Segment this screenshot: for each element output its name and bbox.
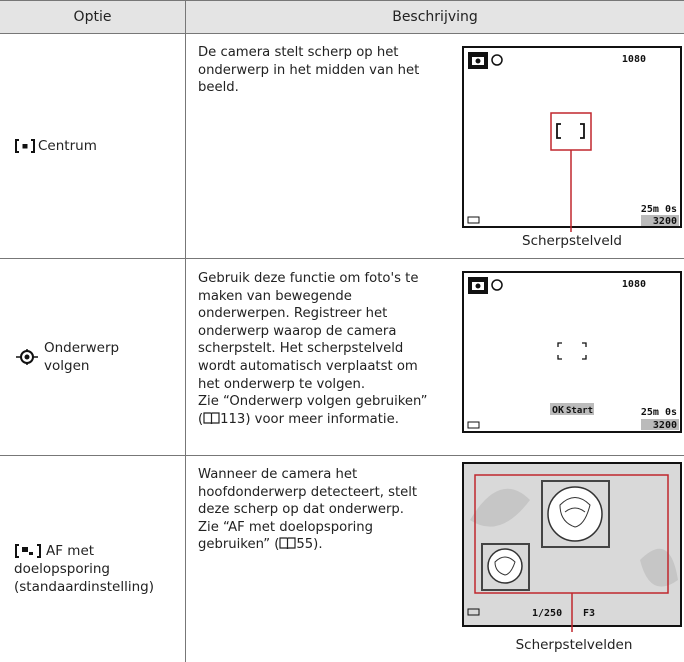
- screen-text: Start: [566, 406, 593, 416]
- option-label: Onderwerp: [44, 340, 120, 356]
- description: Gebruik deze functie om foto's te maken v…: [198, 270, 460, 428]
- description: Wanneer de camera het hoofdonderwerp dete…: [198, 466, 460, 554]
- screen-text: 25m 0s: [641, 407, 677, 418]
- target-af-icon: [15, 544, 41, 558]
- description-line: gebruiken” ( 55).: [198, 536, 460, 554]
- area-icon: [15, 138, 35, 153]
- rule: [0, 258, 684, 259]
- description-line: (113) voor meer informatie.: [198, 411, 460, 429]
- book-icon: [279, 537, 296, 550]
- screen-text: 3200: [653, 420, 677, 431]
- screen-text: 1080: [622, 54, 646, 65]
- description-line: beeld.: [198, 80, 239, 96]
- camera-screen: [462, 271, 682, 433]
- header-cell: Optie: [0, 0, 185, 33]
- screen-text: F3: [583, 608, 595, 619]
- description-line: deze scherp op dat onderwerp.: [198, 502, 404, 518]
- description-line: Zie “Onderwerp volgen gebruiken”: [198, 394, 428, 410]
- rule: [0, 33, 684, 34]
- camera-screen: [462, 46, 682, 232]
- description-line: maken van bewegende: [198, 288, 352, 304]
- description-line: De camera stelt scherp op het: [198, 45, 399, 60]
- description-line: hoofdonderwerp detecteert, stelt: [198, 484, 418, 500]
- description-line: wordt automatisch verplaatst om: [198, 358, 418, 374]
- description-line: onderwerpen. Registreer het: [198, 306, 388, 322]
- description: De camera stelt scherp op het onderwerp i…: [198, 44, 460, 97]
- description-line: Wanneer de camera het: [198, 467, 358, 482]
- description-line: onderwerp in het midden van het: [198, 62, 420, 78]
- option-label: Centrum: [38, 137, 97, 154]
- text-segment: 55).: [296, 537, 323, 553]
- screen-text: 25m 0s: [641, 204, 677, 215]
- option-label: (standaardinstelling): [14, 579, 155, 595]
- option-label: AF met: [46, 543, 95, 559]
- callout-label: Scherpstelvelden: [516, 637, 633, 653]
- rule: [185, 0, 186, 662]
- screen-text: 1080: [622, 279, 646, 290]
- description-line: scherpstelt. Het scherpstelveld: [198, 341, 404, 357]
- option-cell: AF met doelopsporing (standaardinstellin…: [14, 456, 182, 662]
- option-label: doelopsporing: [14, 561, 111, 577]
- description-line: Zie “AF met doelopsporing: [198, 519, 374, 535]
- rule: [0, 455, 684, 456]
- camera-screen: [462, 462, 682, 632]
- text-segment: (: [198, 411, 204, 427]
- option-cell: Onderwerp volgen: [14, 259, 182, 455]
- callout-label: Scherpstelveld: [522, 233, 622, 249]
- description-line: Gebruik deze functie om foto's te: [198, 271, 419, 286]
- option-cell: Centrum: [14, 33, 182, 258]
- header-cell: Beschrijving: [186, 0, 684, 33]
- rule: [0, 0, 684, 1]
- screen-text: 3200: [653, 216, 677, 227]
- tracking-icon: [16, 349, 38, 365]
- screen-text: 1/250: [532, 608, 562, 619]
- option-label: volgen: [44, 358, 90, 374]
- description-line: onderwerp waarop de camera: [198, 323, 397, 339]
- text-segment: 113) voor meer informatie.: [220, 411, 399, 427]
- description-line: het onderwerp te volgen.: [198, 376, 366, 392]
- text-segment: gebruiken” (: [198, 537, 280, 553]
- screen-text: OK: [552, 405, 564, 416]
- book-icon: [203, 412, 220, 424]
